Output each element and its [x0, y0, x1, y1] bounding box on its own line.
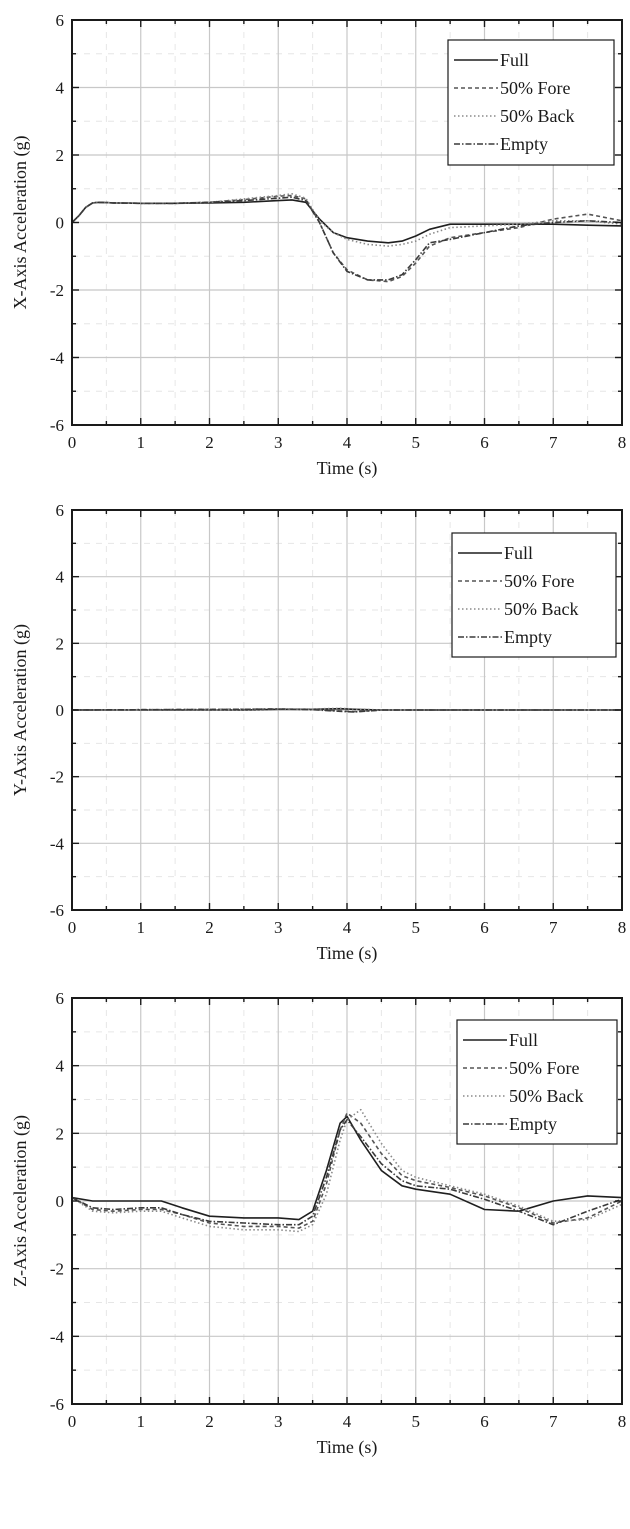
x-tick-label: 3	[274, 433, 283, 452]
y-tick-label: 6	[56, 11, 65, 30]
legend-box	[447, 39, 615, 166]
y-tick-label: -4	[50, 834, 65, 853]
x-tick-label: 6	[480, 918, 489, 937]
x-tick-label: 1	[137, 433, 146, 452]
x-tick-label: 4	[343, 1412, 352, 1431]
series-line-full	[71, 1115, 623, 1221]
x-tick-label: 0	[68, 918, 77, 937]
y-tick-label: 4	[56, 568, 65, 587]
x-tick-label: 0	[68, 433, 77, 452]
x-tick-label: 2	[205, 918, 214, 937]
x-tick-label: 0	[68, 1412, 77, 1431]
x-tick-label: 6	[480, 433, 489, 452]
y-tick-label: -6	[50, 416, 64, 435]
series-line-empty	[71, 1119, 623, 1226]
y-tick-label: -2	[50, 1260, 64, 1279]
y-tick-label: 6	[56, 501, 65, 520]
x-tick-label: 2	[205, 433, 214, 452]
x-tick-label: 1	[137, 918, 146, 937]
x-tick-label: 7	[549, 1412, 558, 1431]
chart-panel-1: 0 1 2 3 4 5 6 7 8 6 4 2 0 -2 -4 -6 Time (s) X-Axis Accele…	[10, 11, 626, 479]
legend-entry: Empty	[504, 627, 552, 647]
legend-entry: 50% Fore	[500, 78, 571, 98]
x-tick-label: 4	[343, 433, 352, 452]
x-tick-label: 5	[412, 433, 421, 452]
y-tick-label: 2	[56, 146, 65, 165]
legend-entry: 50% Fore	[504, 571, 575, 591]
y-tick-label: 2	[56, 634, 65, 653]
legend: Full 50% Fore 50% Back Empty	[451, 532, 617, 658]
legend-entry: 50% Back	[500, 106, 574, 126]
legend-entry: 50% Back	[504, 599, 578, 619]
legend-entry: Empty	[509, 1114, 557, 1134]
series-line-50-fore	[71, 1112, 623, 1229]
y-tick-label: 4	[56, 1057, 65, 1076]
chart-panel-3: 0 1 2 3 4 5 6 7 8 6 4 2 0 -2 -4 -6 Time (s) Z-Axis Accele…	[10, 989, 626, 1458]
x-tick-label: 5	[412, 1412, 421, 1431]
legend: Full 50% Fore 50% Back Empty	[447, 39, 615, 166]
y-axis-label: Z-Axis Acceleration (g)	[10, 1115, 31, 1287]
y-tick-label: 0	[56, 1192, 65, 1211]
x-tick-label: 1	[137, 1412, 146, 1431]
legend-entry: Full	[504, 543, 533, 563]
x-tick-label: 8	[618, 433, 627, 452]
x-tick-label: 3	[274, 918, 283, 937]
legend-entry: Full	[500, 50, 529, 70]
series-line-empty	[71, 196, 623, 281]
y-axis-label: X-Axis Acceleration (g)	[10, 136, 31, 310]
series-line-empty	[71, 708, 622, 713]
x-tick-label: 6	[480, 1412, 489, 1431]
y-tick-label: -2	[50, 281, 64, 300]
legend-box	[451, 532, 617, 658]
chart-panel-2: 0 1 2 3 4 5 6 7 8 6 4 2 0 -2 -4 -6 Time (s) Y-Axis Accele…	[10, 501, 626, 964]
x-tick-label: 8	[618, 1412, 627, 1431]
x-tick-label: 5	[412, 918, 421, 937]
x-axis-label: Time (s)	[317, 943, 378, 964]
y-tick-label: 2	[56, 1124, 65, 1143]
y-tick-label: 0	[56, 214, 65, 233]
y-tick-label: -6	[50, 901, 64, 920]
y-axis-label: Y-Axis Acceleration (g)	[10, 624, 31, 796]
x-axis-label: Time (s)	[317, 458, 378, 479]
x-tick-label: 3	[274, 1412, 283, 1431]
y-tick-label: 4	[56, 79, 65, 98]
y-tick-label: 0	[56, 701, 65, 720]
legend: Full 50% Fore 50% Back Empty	[456, 1019, 618, 1145]
y-tick-label: -4	[50, 1327, 65, 1346]
x-tick-label: 7	[549, 433, 558, 452]
legend-entry: Full	[509, 1030, 538, 1050]
y-tick-label: -2	[50, 768, 64, 787]
x-axis-label: Time (s)	[317, 1437, 378, 1458]
y-tick-label: -4	[50, 349, 65, 368]
x-tick-label: 7	[549, 918, 558, 937]
x-tick-label: 8	[618, 918, 627, 937]
x-tick-label: 4	[343, 918, 352, 937]
legend-entry: 50% Fore	[509, 1058, 580, 1078]
legend-entry: Empty	[500, 134, 548, 154]
x-tick-label: 2	[205, 1412, 214, 1431]
legend-entry: 50% Back	[509, 1086, 583, 1106]
y-tick-label: -6	[50, 1395, 64, 1414]
y-tick-label: 6	[56, 989, 65, 1008]
